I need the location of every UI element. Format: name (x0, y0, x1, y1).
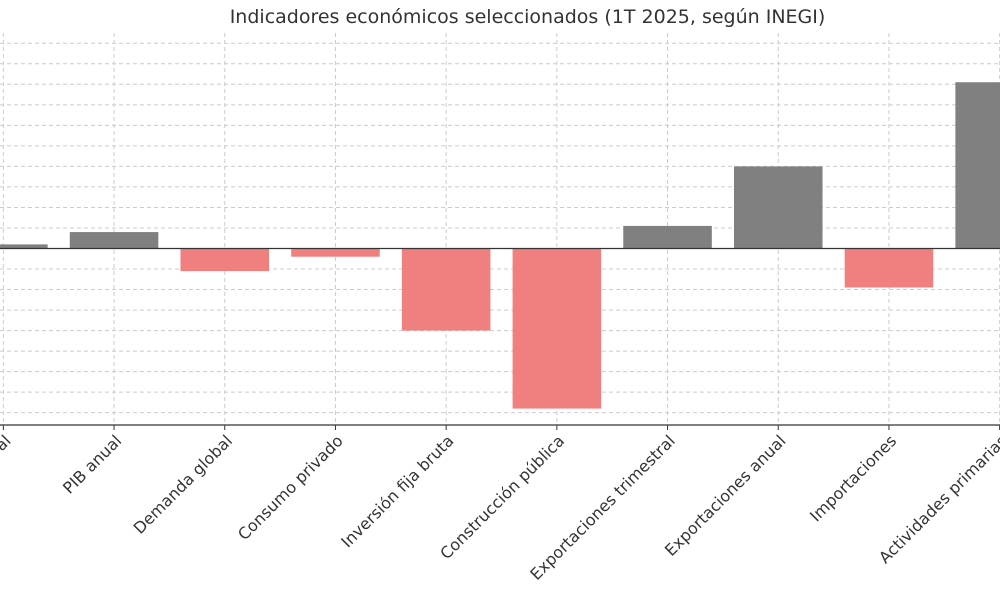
x-tick-label: Importaciones (806, 431, 900, 525)
bar (955, 82, 1000, 249)
x-tick-label: Exportaciones anual (661, 431, 790, 560)
x-tick-label: Consumo privado (234, 431, 347, 544)
x-tick-label: PIB anual (59, 431, 125, 497)
bar (512, 248, 602, 409)
bar (69, 232, 159, 249)
bar (401, 248, 491, 331)
chart-title: Indicadores económicos seleccionados (1T… (229, 6, 826, 28)
bar (844, 248, 934, 288)
bar (180, 248, 270, 272)
x-tick-label: Actividades primarias (875, 431, 1000, 567)
bar (623, 225, 712, 249)
grid-layer (0, 33, 1000, 425)
bar (733, 166, 823, 249)
x-tick-label: Inversión fija bruta (337, 431, 457, 551)
x-tick-label: PIB trimestral (0, 431, 15, 521)
bar (0, 244, 48, 249)
bar (291, 248, 380, 257)
axis-layer (0, 247, 1000, 430)
x-tick-label: Construcción pública (436, 431, 568, 563)
bar-layer (0, 82, 1000, 409)
x-tick-label: Demanda global (130, 431, 236, 537)
